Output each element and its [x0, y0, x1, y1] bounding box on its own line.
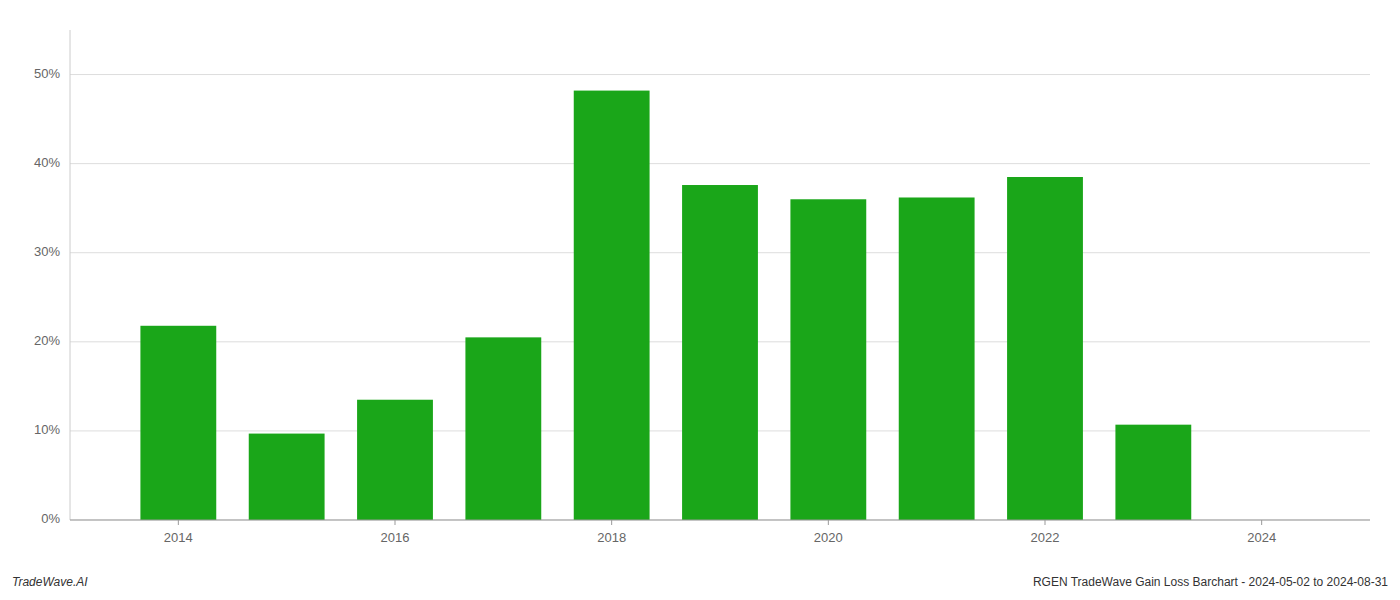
x-tick-label: 2014 — [164, 530, 193, 545]
bar — [790, 199, 866, 520]
x-tick — [611, 520, 612, 525]
bar — [1007, 177, 1083, 520]
bar — [682, 185, 758, 520]
x-tick-label: 2022 — [1031, 530, 1060, 545]
y-tick-label: 40% — [34, 155, 60, 170]
footer: TradeWave.AI RGEN TradeWave Gain Loss Bar… — [12, 575, 1388, 589]
footer-text: TradeWave.AI — [12, 575, 88, 589]
y-grid — [70, 75, 1370, 520]
grid-line — [70, 520, 1370, 521]
bar — [249, 434, 325, 520]
bar — [465, 337, 541, 520]
x-tick-label: 2024 — [1247, 530, 1276, 545]
y-tick-label: 30% — [34, 244, 60, 259]
x-tick — [828, 520, 829, 525]
bars — [140, 91, 1191, 520]
x-tick — [1261, 520, 1262, 525]
bar — [574, 91, 650, 520]
bar — [1115, 425, 1191, 520]
x-tick-label: 2020 — [814, 530, 843, 545]
x-axis-line — [70, 520, 1370, 521]
x-tick — [395, 520, 396, 525]
y-axis-line — [70, 30, 71, 520]
y-tick-label: 20% — [34, 333, 60, 348]
y-axis: 0% 10% 20% 30% 40% 50% — [34, 30, 70, 526]
x-tick — [1045, 520, 1046, 525]
grid-line — [70, 163, 1370, 164]
bar — [357, 400, 433, 520]
bar — [899, 197, 975, 520]
x-tick — [178, 520, 179, 525]
y-tick-label: 0% — [41, 511, 60, 526]
x-tick-label: 2018 — [597, 530, 626, 545]
grid-line — [70, 74, 1370, 75]
x-axis: 2014 2016 2018 2020 2022 2024 — [70, 520, 1370, 545]
chart-svg: 0% 10% 20% 30% 40% 50% 2014 2016 2018 2020 2022 202… — [0, 0, 1400, 600]
bar — [140, 326, 216, 520]
footer-text: RGEN TradeWave Gain Loss Barchart - 2024… — [1033, 575, 1388, 589]
x-tick-label: 2016 — [381, 530, 410, 545]
y-tick-label: 10% — [34, 422, 60, 437]
chart-container: 0% 10% 20% 30% 40% 50% 2014 2016 2018 2020 2022 202… — [0, 0, 1400, 600]
y-tick-label: 50% — [34, 66, 60, 81]
